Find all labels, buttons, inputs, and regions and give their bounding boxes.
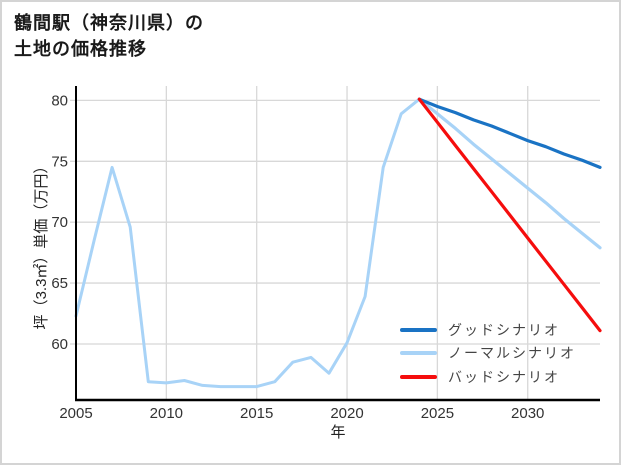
legend-label-normal-scenario: ノーマルシナリオ: [448, 345, 576, 362]
x-tick-label: 2025: [421, 405, 454, 422]
x-tick-label: 2005: [59, 405, 92, 422]
chart-title-line1: 鶴間駅（神奈川県）の: [14, 13, 204, 33]
normal-scenario-line-swatch: [400, 351, 437, 356]
y-tick-label: 75: [51, 153, 68, 170]
y-tick-label: 70: [51, 214, 68, 231]
legend-item-bad-scenario: バッドシナリオ: [400, 365, 576, 389]
legend-label-bad-scenario: バッドシナリオ: [448, 368, 560, 385]
bad-scenario-line: [417, 97, 602, 333]
history-price-line: [74, 97, 421, 389]
x-axis-label: 年: [330, 424, 346, 441]
good-scenario-line: [417, 97, 602, 169]
y-axis-label: 坪（3.3㎡）単価（万円）: [33, 158, 50, 330]
x-tick-label: 2015: [240, 405, 273, 422]
legend-label-good-scenario: グッドシナリオ: [448, 321, 560, 338]
legend-item-good-scenario: グッドシナリオ: [400, 318, 576, 342]
legend-item-normal-scenario: ノーマルシナリオ: [400, 342, 576, 366]
y-tick-label: 65: [51, 275, 68, 292]
x-tick-label: 2010: [150, 405, 183, 422]
y-tick-label: 60: [51, 336, 68, 353]
good-scenario-line-swatch: [400, 327, 437, 332]
x-tick-label: 2020: [330, 405, 363, 422]
normal-scenario-line: [417, 97, 602, 250]
bad-scenario-line-swatch: [400, 374, 437, 379]
chart-legend: グッドシナリオ ノーマルシナリオ バッドシナリオ: [400, 318, 576, 389]
chart-title: 鶴間駅（神奈川県）の 土地の価格推移: [14, 10, 204, 62]
y-tick-label: 80: [51, 92, 68, 109]
chart-title-line2: 土地の価格推移: [14, 39, 147, 59]
x-tick-label: 2030: [511, 405, 544, 422]
